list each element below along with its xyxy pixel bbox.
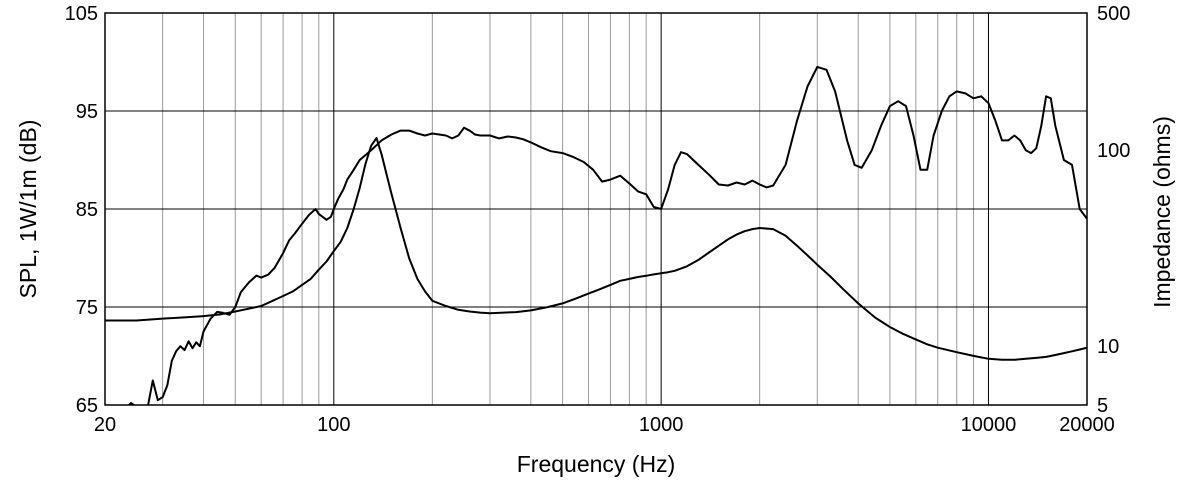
grid [105,13,1087,405]
series-group [105,65,1087,405]
y-left-tick-label: 95 [76,101,98,123]
y-right-tick-label: 100 [1097,140,1130,162]
impedance-curve [105,137,1087,361]
y-left-tick-label: 105 [65,3,98,25]
x-tick-label: 100 [317,414,350,436]
y-left-tick-label: 75 [76,297,98,319]
y-right-tick-label: 5 [1097,395,1108,417]
x-tick-label: 10000 [961,414,1017,436]
x-tick-label: 20 [94,414,116,436]
y-axis-right-title: Impedance (ohms) [1149,116,1175,308]
tick-labels: 20 100 1000 10000 20000 65 75 85 95 105 5 10 100 500 [65,3,1131,436]
y-axis-left-title: SPL, 1W/1m (dB) [15,120,41,299]
plot-frame [104,12,1088,406]
x-axis-title: Frequency (Hz) [517,451,675,477]
y-right-tick-label: 10 [1097,336,1119,358]
spl-curve [127,65,1087,405]
x-tick-label: 1000 [639,414,684,436]
x-tick-label: 20000 [1059,414,1115,436]
y-left-tick-label: 65 [76,395,98,417]
curves [105,65,1087,405]
y-right-tick-label: 500 [1097,3,1130,25]
y-left-tick-label: 85 [76,199,98,221]
